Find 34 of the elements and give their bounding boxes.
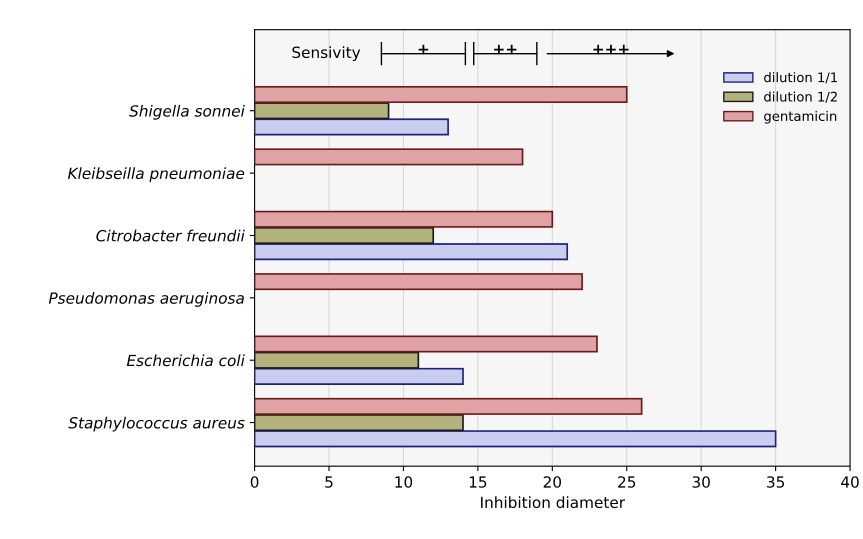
y-tick-label: Pseudomonas aeruginosa	[48, 292, 244, 307]
legend-label: gentamicin	[764, 110, 836, 124]
bar	[254, 243, 568, 260]
annotation: Sensivity	[292, 46, 360, 62]
bar	[254, 86, 628, 104]
bar	[254, 273, 583, 290]
x-tick-label: 15	[470, 476, 486, 488]
y-tick-label: Escherichia coli	[126, 354, 245, 366]
bar	[254, 102, 390, 120]
bar	[254, 335, 598, 353]
x-tick-label: 10	[395, 476, 412, 488]
bar	[254, 118, 449, 136]
bar	[254, 210, 554, 228]
legend-label: dilution 1/2	[764, 91, 837, 103]
x-tick-label: 5	[325, 476, 333, 488]
x-tick-label: 25	[618, 476, 636, 488]
x-tick-label: 20	[544, 476, 562, 488]
x-tick-label: 35	[767, 476, 784, 488]
bar	[254, 226, 434, 244]
x-tick-label: 30	[692, 476, 710, 488]
y-tick-label: Citrobacter freundii	[96, 230, 245, 242]
legend-label: dilution 1/1	[764, 72, 837, 84]
y-tick-label: Kleibseilla pneumoniae	[68, 167, 244, 182]
x-axis-title: Inhibition diameter	[481, 496, 626, 508]
x-tick-label: 0	[250, 476, 258, 488]
bar	[254, 352, 420, 369]
bar	[254, 414, 464, 432]
y-tick-label: Shigella sonnei	[129, 104, 245, 120]
y-tick-label: Staphylococcus aureus	[68, 416, 245, 432]
x-tick-label: 40	[841, 476, 859, 488]
bar	[254, 368, 464, 385]
bar	[254, 398, 642, 415]
bar	[254, 148, 524, 166]
bar	[254, 430, 776, 448]
